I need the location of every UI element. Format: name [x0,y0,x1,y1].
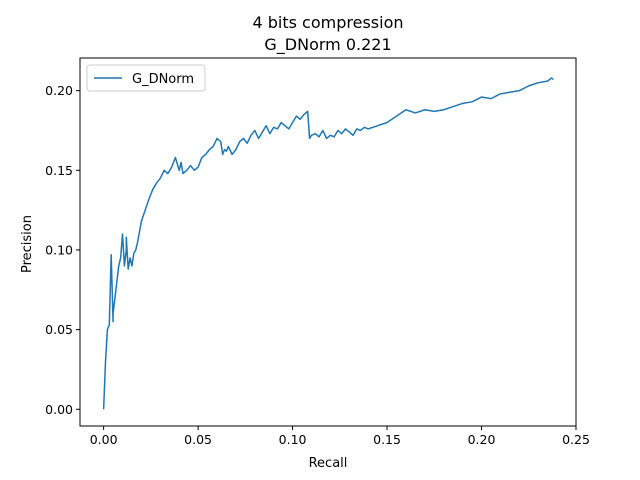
y-axis-label: Precision [20,215,35,273]
x-tick-label: 0.20 [468,432,496,447]
series-line-0 [102,77,554,410]
legend: G_DNorm [86,64,206,92]
x-tick-label: 0.05 [184,432,212,447]
y-axis-ticks: 0.00 0.05 0.10 0.15 0.20 [45,83,80,417]
x-tick-label: 0.00 [90,432,118,447]
x-axis-ticks: 0.00 0.05 0.10 0.15 0.20 0.25 [90,426,590,447]
y-tick-label: 0.20 [45,83,73,98]
legend-box [86,64,206,92]
y-tick-label: 0.00 [45,402,73,417]
x-tick-label: 0.15 [373,432,401,447]
chart-subtitle: G_DNorm 0.221 [264,35,391,55]
chart-title: 4 bits compression [252,13,403,32]
y-tick-label: 0.15 [45,163,73,178]
x-tick-label: 0.25 [562,432,590,447]
y-tick-label: 0.05 [45,322,73,337]
axes-frame [79,57,577,427]
x-tick-label: 0.10 [279,432,307,447]
x-axis-label: Recall [309,456,348,471]
legend-label-g-dnorm: G_DNorm [132,72,194,87]
plot-area [79,57,577,427]
y-tick-label: 0.10 [45,242,73,257]
